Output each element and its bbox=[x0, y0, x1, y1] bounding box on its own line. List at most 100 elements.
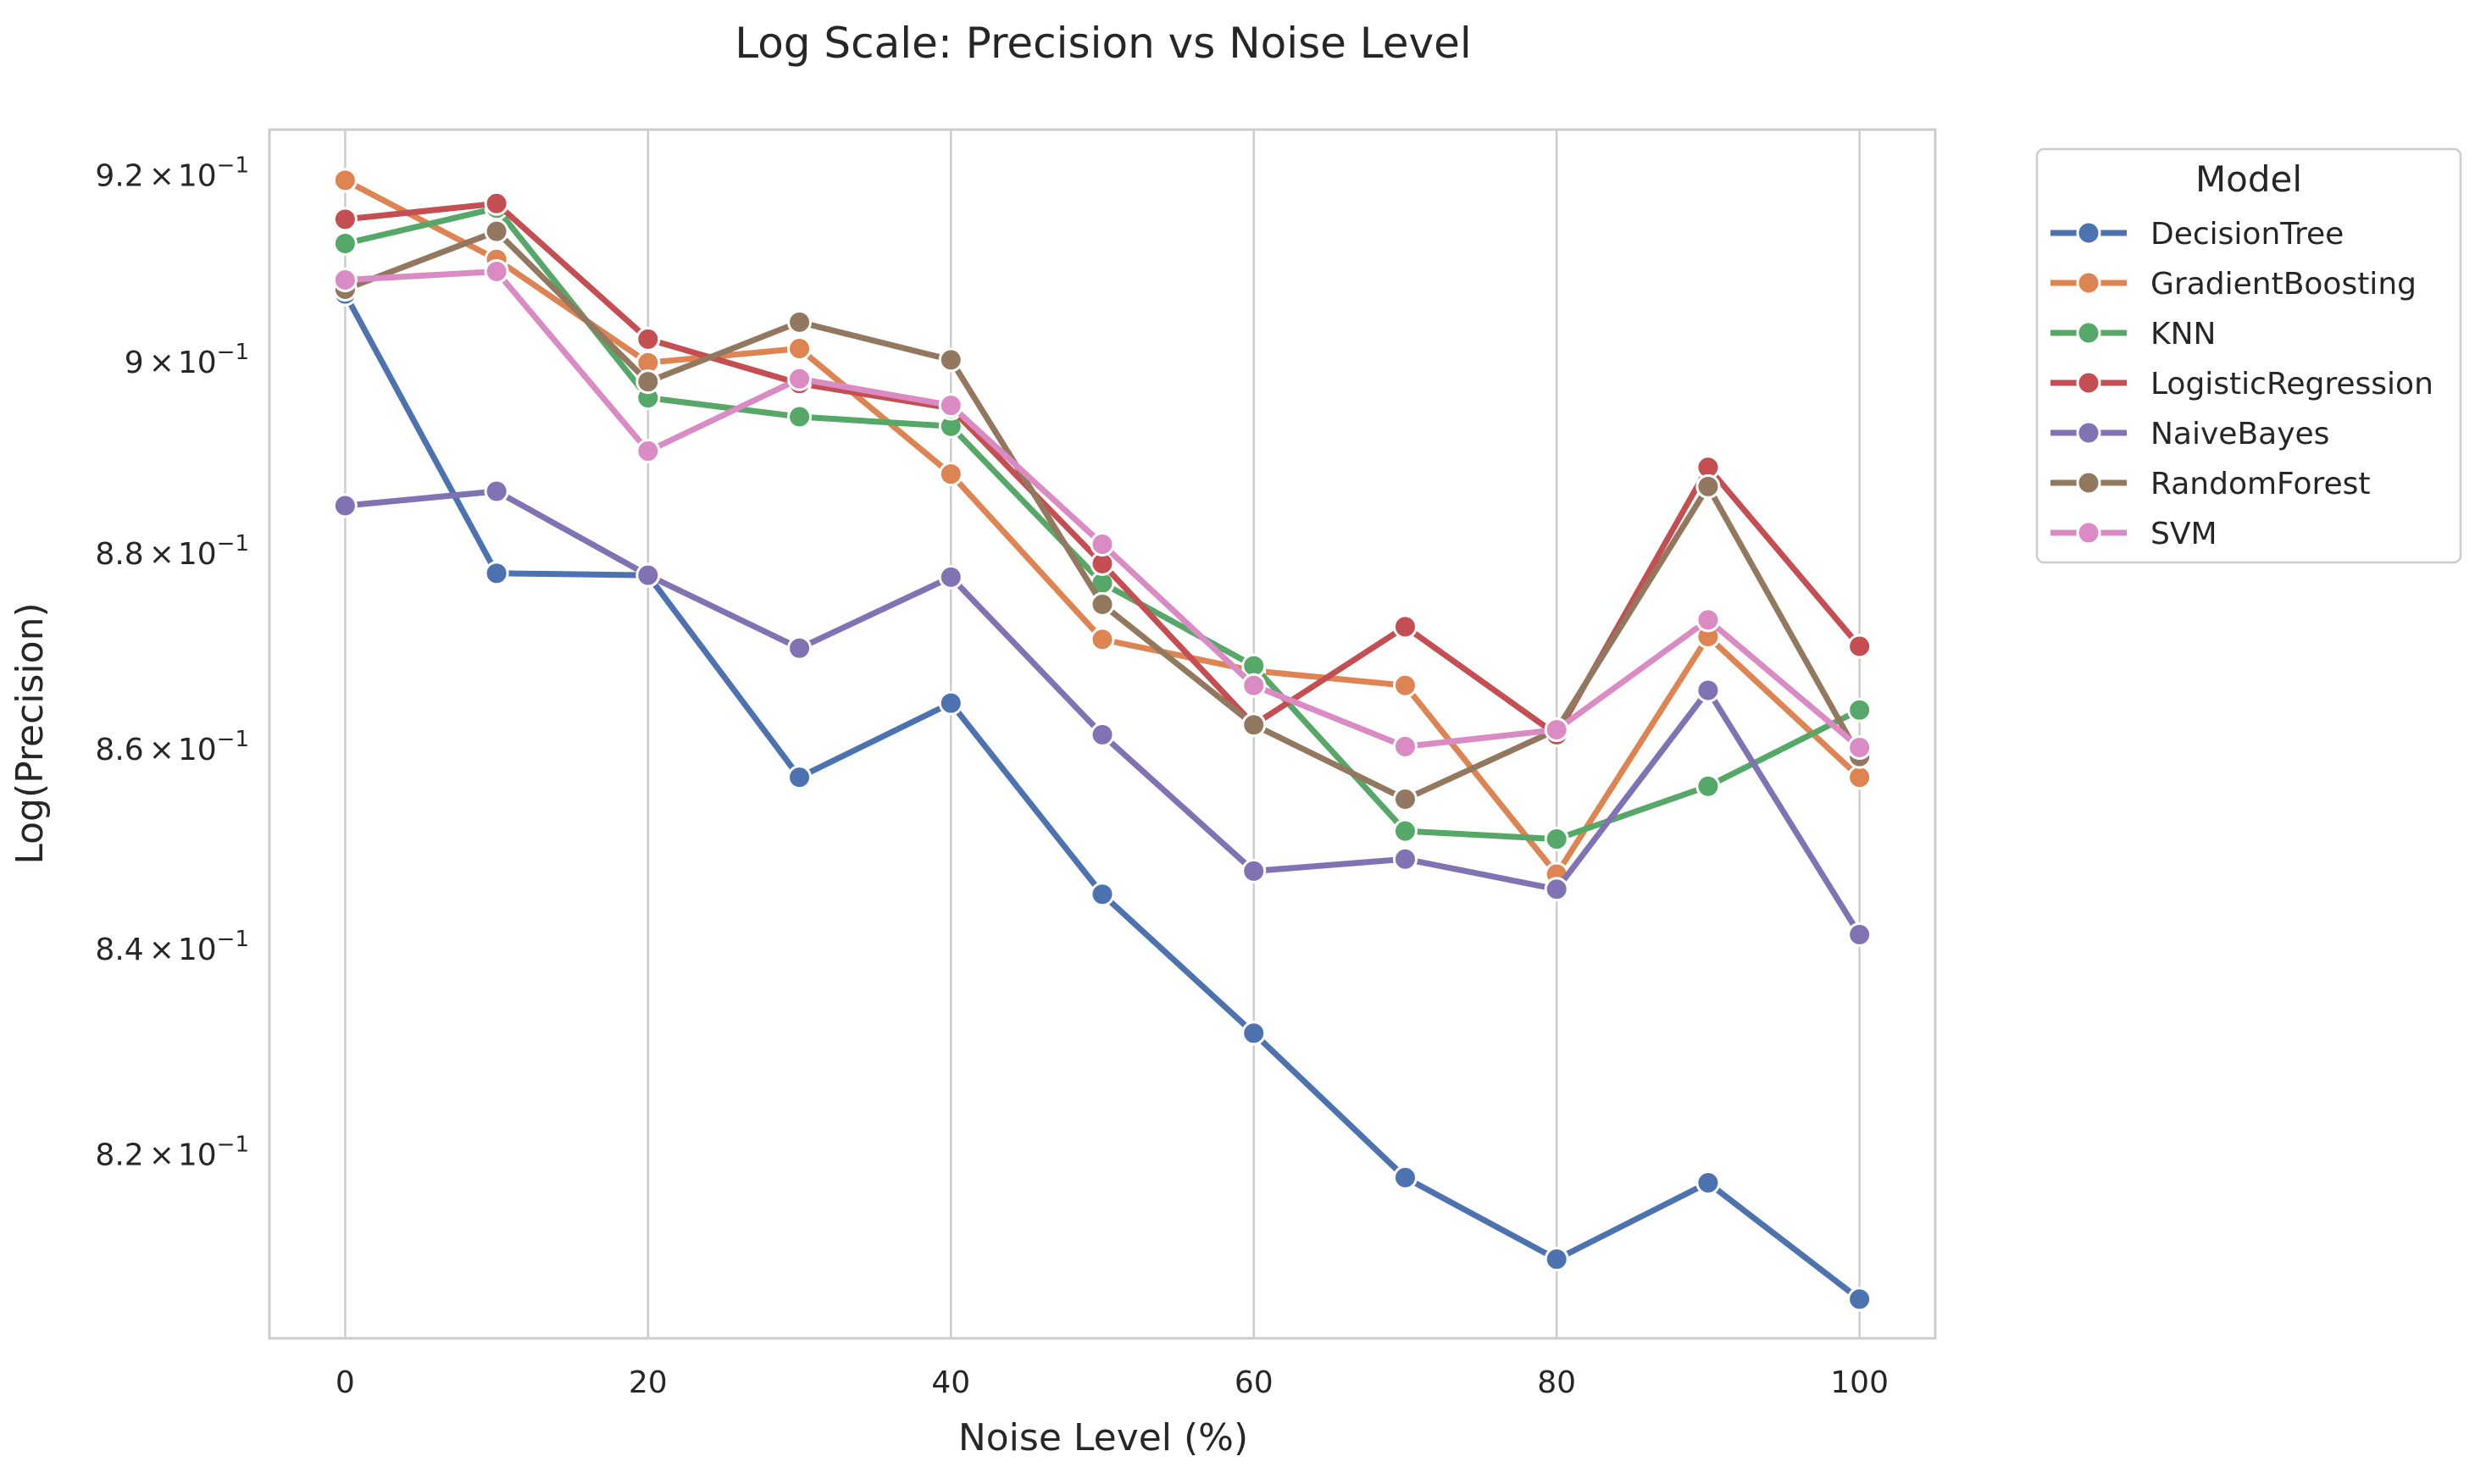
legend-item: DecisionTree bbox=[2050, 217, 2344, 252]
data-point bbox=[1090, 722, 1115, 747]
legend-label: DecisionTree bbox=[2150, 217, 2344, 252]
data-point bbox=[787, 635, 813, 661]
y-tick-mantissa: 8.6 bbox=[95, 733, 143, 767]
data-point bbox=[484, 561, 509, 586]
data-point bbox=[484, 219, 509, 244]
data-point bbox=[1090, 591, 1115, 617]
legend-marker bbox=[2076, 270, 2101, 296]
y-tick-mantissa: 8.8 bbox=[95, 537, 143, 572]
data-point bbox=[1241, 673, 1267, 698]
data-point bbox=[332, 267, 358, 292]
legend-label: SVM bbox=[2150, 517, 2217, 551]
data-point bbox=[1847, 634, 1873, 659]
data-point bbox=[1392, 614, 1418, 640]
data-point bbox=[938, 690, 963, 716]
y-tick-label: 8.4 × 10−1 bbox=[95, 927, 249, 967]
data-point bbox=[938, 564, 963, 590]
y-tick-times: × bbox=[149, 346, 175, 380]
legend-title: Model bbox=[2195, 158, 2302, 200]
data-point bbox=[332, 493, 358, 518]
y-tick-label: 8.2 × 10−1 bbox=[95, 1132, 249, 1172]
legend-item: RandomForest bbox=[2050, 467, 2371, 501]
legend-items: DecisionTree GradientBoosting KNN LogisticR… bbox=[2050, 217, 2433, 551]
x-tick-label: 100 bbox=[1830, 1365, 1889, 1400]
data-point bbox=[1695, 607, 1721, 633]
data-point bbox=[1695, 1170, 1721, 1195]
y-tick-base: 10 bbox=[178, 733, 217, 767]
data-point bbox=[1392, 786, 1418, 811]
y-axis-ticks: 8.2 × 10−18.4 × 10−18.6 × 10−18.8 × 10−19 × 10−19.… bbox=[95, 152, 249, 1172]
y-tick-base: 10 bbox=[178, 933, 217, 967]
data-point bbox=[938, 462, 963, 487]
data-point bbox=[332, 168, 358, 193]
data-point bbox=[1392, 846, 1418, 872]
y-tick-base: 10 bbox=[178, 158, 217, 193]
data-point bbox=[1544, 877, 1569, 902]
legend-item: NaiveBayes bbox=[2050, 417, 2329, 451]
legend: Model DecisionTree GradientBoosting KNN Log… bbox=[2035, 147, 2462, 564]
data-point bbox=[1847, 1287, 1873, 1312]
legend-item: GradientBoosting bbox=[2050, 267, 2417, 302]
series-SVM bbox=[332, 259, 1873, 761]
data-point bbox=[1392, 818, 1418, 844]
y-axis-label: Log(Precision) bbox=[8, 602, 52, 864]
legend-marker bbox=[2076, 220, 2101, 246]
plot-frame bbox=[268, 128, 1937, 1340]
y-tick-base: 10 bbox=[178, 1138, 217, 1172]
data-point bbox=[1544, 717, 1569, 743]
y-tick-label: 8.8 × 10−1 bbox=[95, 531, 249, 572]
data-point bbox=[1544, 1247, 1569, 1272]
data-point bbox=[1392, 1165, 1418, 1190]
legend-label: RandomForest bbox=[2150, 467, 2371, 501]
y-tick-times: × bbox=[149, 933, 175, 967]
data-point bbox=[787, 765, 813, 790]
data-point bbox=[787, 309, 813, 335]
data-point bbox=[635, 562, 661, 588]
data-point bbox=[787, 366, 813, 391]
data-point bbox=[1847, 697, 1873, 723]
y-tick-label: 9 × 10−1 bbox=[125, 340, 249, 380]
x-axis-label: Noise Level (%) bbox=[958, 1416, 1248, 1459]
data-point bbox=[1090, 882, 1115, 907]
legend-label: NaiveBayes bbox=[2150, 417, 2329, 451]
y-tick-base: 10 bbox=[178, 537, 217, 572]
data-point bbox=[938, 347, 963, 373]
data-point bbox=[484, 191, 509, 216]
data-point bbox=[484, 479, 509, 504]
chart-title: Log Scale: Precision vs Noise Level bbox=[735, 19, 1472, 68]
y-tick-exponent: −1 bbox=[217, 727, 249, 752]
x-tick-label: 40 bbox=[931, 1365, 970, 1400]
data-point bbox=[1847, 765, 1873, 790]
y-tick-label: 9.2 × 10−1 bbox=[95, 152, 249, 193]
series-NaiveBayes bbox=[332, 479, 1873, 947]
data-point bbox=[1241, 712, 1267, 738]
y-tick-times: × bbox=[149, 537, 175, 572]
data-point bbox=[1392, 673, 1418, 698]
x-tick-label: 0 bbox=[336, 1365, 355, 1400]
legend-item: KNN bbox=[2050, 317, 2216, 352]
legend-label: LogisticRegression bbox=[2150, 367, 2433, 401]
legend-marker bbox=[2076, 520, 2101, 545]
data-point bbox=[1392, 734, 1418, 759]
legend-marker bbox=[2076, 470, 2101, 496]
y-tick-exponent: −1 bbox=[217, 340, 249, 365]
y-tick-times: × bbox=[149, 733, 175, 767]
data-point bbox=[635, 369, 661, 395]
legend-marker bbox=[2076, 320, 2101, 346]
data-point bbox=[635, 326, 661, 352]
y-tick-mantissa: 9 bbox=[125, 346, 144, 380]
data-point bbox=[787, 335, 813, 361]
data-point bbox=[1847, 922, 1873, 947]
data-point bbox=[1847, 735, 1873, 761]
y-tick-exponent: −1 bbox=[217, 531, 249, 556]
legend-label: GradientBoosting bbox=[2150, 267, 2417, 302]
data-point bbox=[332, 207, 358, 232]
data-point bbox=[1241, 858, 1267, 883]
legend-item: LogisticRegression bbox=[2050, 367, 2433, 401]
data-point bbox=[1090, 627, 1115, 652]
data-point bbox=[332, 230, 358, 256]
x-tick-label: 20 bbox=[629, 1365, 668, 1400]
data-point bbox=[1241, 1021, 1267, 1046]
data-point bbox=[787, 404, 813, 429]
